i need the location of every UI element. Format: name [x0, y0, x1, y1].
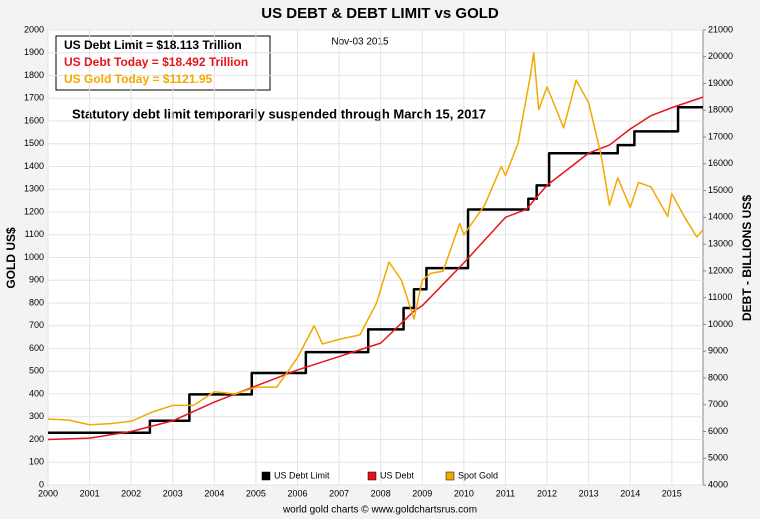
- y-tick-label: 100: [29, 457, 44, 467]
- annotation: US Gold Today = $1121.95: [64, 72, 213, 86]
- x-tick-label: 2012: [537, 488, 557, 498]
- x-tick-label: 2005: [246, 488, 266, 498]
- y-tick-label: 900: [29, 275, 44, 285]
- x-tick-label: 2015: [662, 488, 682, 498]
- y2-tick-label: 7000: [708, 399, 728, 409]
- y-tick-label: 1600: [24, 115, 44, 125]
- y2-tick-label: 19000: [708, 78, 733, 88]
- date-label: Nov-03 2015: [331, 37, 389, 48]
- x-tick-label: 2001: [80, 488, 100, 498]
- y-tick-label: 800: [29, 297, 44, 307]
- y2-tick-label: 16000: [708, 158, 733, 168]
- y-tick-label: 1300: [24, 184, 44, 194]
- y2-tick-label: 14000: [708, 212, 733, 222]
- y2-tick-label: 12000: [708, 265, 733, 275]
- series-line: [47, 96, 704, 441]
- legend-label: Spot Gold: [458, 470, 498, 480]
- legend-label: US Debt Limit: [274, 470, 330, 480]
- y2-axis-title: DEBT - BILLIONS US$: [740, 195, 754, 321]
- y2-tick-label: 9000: [708, 346, 728, 356]
- info-box: [55, 35, 271, 91]
- y-tick-label: 600: [29, 343, 44, 353]
- y2-tick-label: 10000: [708, 319, 733, 329]
- x-tick-label: 2006: [288, 488, 308, 498]
- y-tick-label: 400: [29, 388, 44, 398]
- x-tick-label: 2009: [412, 488, 432, 498]
- x-tick-label: 2010: [454, 488, 474, 498]
- y2-tick-label: 20000: [708, 51, 733, 61]
- legend-label: US Debt: [380, 470, 415, 480]
- annotation: US Debt Limit = $18.113 Trillion: [64, 38, 242, 52]
- y2-tick-label: 21000: [708, 24, 733, 34]
- x-tick-label: 2014: [620, 488, 640, 498]
- y2-tick-label: 11000: [708, 292, 732, 302]
- y2-tick-label: 17000: [708, 131, 733, 141]
- legend-swatch: [445, 471, 455, 481]
- y2-tick-label: 4000: [708, 479, 728, 489]
- x-tick-label: 2013: [579, 488, 599, 498]
- note: Statutory debt limit temporarily suspend…: [72, 106, 486, 121]
- y2-tick-label: 15000: [708, 185, 733, 195]
- x-tick-label: 2007: [329, 488, 349, 498]
- legend-swatch: [261, 471, 271, 481]
- x-tick-label: 2011: [496, 488, 515, 498]
- y-tick-label: 200: [29, 434, 44, 444]
- y-tick-label: 1400: [24, 161, 44, 171]
- series-line: [47, 52, 704, 426]
- x-tick-label: 2003: [163, 488, 183, 498]
- y2-tick-label: 8000: [708, 372, 728, 382]
- y-tick-label: 300: [29, 411, 44, 421]
- y2-tick-label: 13000: [708, 238, 733, 248]
- series-line: [48, 106, 703, 435]
- y-tick-label: 1500: [24, 138, 44, 148]
- y-tick-label: 1800: [24, 70, 44, 80]
- chart-title: US DEBT & DEBT LIMIT vs GOLD: [261, 5, 499, 22]
- y-axis-title: GOLD US$: [4, 227, 18, 289]
- annotation: US Debt Today = $18.492 Trillion: [64, 55, 248, 69]
- y-tick-label: 1100: [25, 229, 44, 239]
- x-tick-label: 2004: [204, 488, 224, 498]
- y2-tick-label: 18000: [708, 105, 733, 115]
- y-tick-label: 500: [29, 366, 44, 376]
- y-tick-label: 2000: [24, 24, 44, 34]
- x-tick-label: 2000: [38, 488, 58, 498]
- y2-tick-label: 5000: [708, 453, 728, 463]
- y-tick-label: 1000: [24, 252, 44, 262]
- legend-swatch: [367, 471, 377, 481]
- y2-tick-label: 6000: [708, 426, 728, 436]
- footer: world gold charts © www.goldchartsrus.co…: [282, 505, 477, 516]
- x-tick-label: 2002: [121, 488, 141, 498]
- y-tick-label: 0: [39, 479, 44, 489]
- y-tick-label: 1700: [24, 93, 44, 103]
- y-tick-label: 1200: [24, 206, 44, 216]
- y-tick-label: 1900: [24, 47, 44, 57]
- y-tick-label: 700: [29, 320, 44, 330]
- x-tick-label: 2008: [371, 488, 391, 498]
